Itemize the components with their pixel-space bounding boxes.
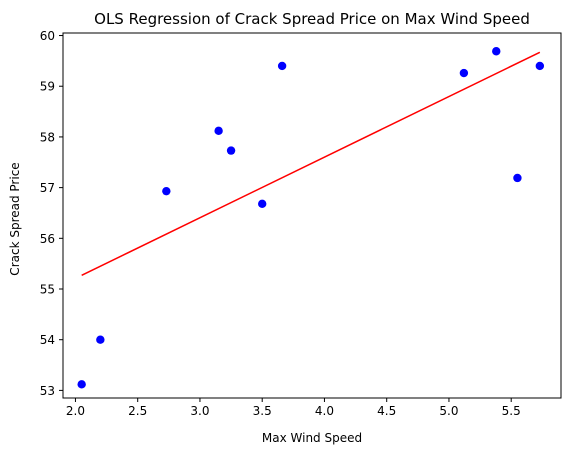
y-tick-label: 57: [40, 181, 55, 195]
x-tick-label: 4.5: [377, 404, 396, 418]
x-tick-label: 4.0: [315, 404, 334, 418]
y-axis-label: Crack Spread Price: [8, 162, 22, 275]
y-tick-label: 56: [40, 232, 55, 246]
scatter-point: [492, 47, 501, 56]
x-tick-label: 2.5: [128, 404, 147, 418]
y-tick-label: 58: [40, 130, 55, 144]
regression-line: [81, 51, 541, 276]
scatter-point: [226, 146, 236, 155]
x-tick-label: 5.5: [502, 404, 521, 418]
scatter-point: [535, 61, 545, 71]
y-tick-label: 54: [40, 333, 55, 347]
x-tick-label: 2.0: [66, 404, 85, 418]
chart-title: OLS Regression of Crack Spread Price on …: [94, 10, 530, 28]
y-tick-label: 59: [40, 80, 55, 94]
scatter-point: [162, 186, 171, 196]
x-tick-label: 5.0: [439, 404, 458, 418]
axes: 2.0 2.5 3.0 3.5 4.0 4.5 5.0 5.5 53 54 55 56 57 58 59 60: [40, 29, 521, 418]
scatter-point: [77, 380, 86, 389]
y-tick-label: 60: [40, 29, 55, 43]
plot-area: [77, 47, 545, 389]
plot-frame: [62, 32, 562, 399]
scatter-point: [96, 335, 105, 344]
x-tick-label: 3.5: [253, 404, 272, 418]
scatter-point: [277, 61, 287, 71]
y-tick-label: 55: [40, 283, 55, 297]
y-tick-label: 53: [40, 384, 55, 398]
x-tick-label: 3.0: [190, 404, 209, 418]
scatter-point: [214, 126, 223, 136]
scatter-point: [459, 68, 469, 78]
x-axis-label: Max Wind Speed: [262, 431, 362, 445]
scatter-point: [258, 199, 267, 209]
scatter-point: [513, 173, 522, 183]
